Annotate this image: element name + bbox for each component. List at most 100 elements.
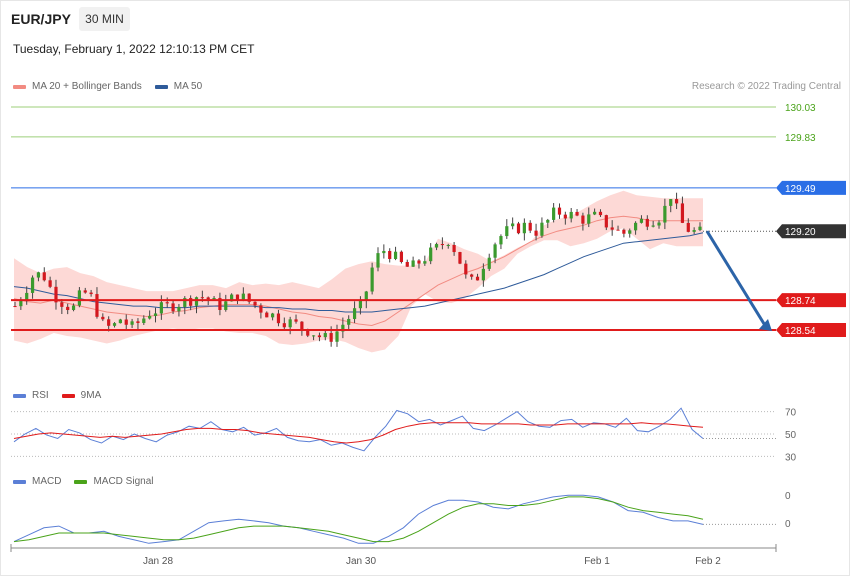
candle-body [165,302,169,304]
symbol-title: EUR/JPY [11,11,71,27]
candle-body [686,222,690,232]
candle-body [581,215,585,224]
candle-body [247,293,251,302]
rsi-pane[interactable]: 70 50 30 [11,407,797,464]
candle-body [628,230,632,234]
candle-body [54,286,58,303]
candle-body [680,203,685,223]
legend-ma20: MA 20 + Bollinger Bands [13,81,142,92]
candle-body [610,227,614,230]
legend-ma50-label: MA 50 [173,81,203,92]
candle-body [36,272,41,278]
candle-body [317,335,322,338]
candle-body [276,313,281,324]
candle-body [212,297,216,300]
macd-pane[interactable]: 00 [13,491,791,544]
candle-body [218,297,222,310]
timeframe-selector[interactable]: 30 MIN [79,7,130,31]
price-tag-shape [776,180,846,195]
candle-body [376,253,380,268]
candle-body [575,211,579,216]
candle-body [481,268,485,281]
candle-body [200,297,204,299]
legend-rsi-label: RSI [32,390,49,401]
price-level-tag-129.20: 129.20 [776,224,846,239]
candle-body [311,335,316,337]
candle-body [83,290,87,293]
candle-body [153,313,158,316]
candle-body [528,222,532,231]
candle-body [95,294,99,317]
candle-body [692,230,696,232]
candle-body [639,218,644,223]
candle-body [522,222,526,234]
candle-body [475,276,480,281]
candle-body [177,306,181,312]
candle-body [101,316,105,320]
candle-body [71,305,76,311]
candle-body [142,318,146,323]
macd-tick-label: 0 [785,491,791,502]
macd-line [13,494,704,544]
candle-body [464,263,468,275]
price-level-tag-129.83: 129.83 [785,133,816,144]
candle-body [60,302,64,307]
candle-body [587,214,591,224]
candle-body [259,305,263,313]
ma20-swatch [13,84,26,89]
candle-body [148,315,152,319]
projection-arrow-head [759,319,772,331]
price-level-tag-129.49: 129.49 [776,180,846,195]
candle-body [25,292,29,301]
candle-body [393,251,398,259]
price-tag-shape [776,224,846,239]
price-tag-shape [776,323,846,337]
candle-body [224,301,228,310]
candle-body [698,226,702,231]
candle-body [511,223,515,227]
rsi-line [13,407,704,452]
candle-body [189,298,193,306]
candle-body [323,333,327,338]
candle-body [388,250,392,259]
x-tick-label: Jan 28 [143,556,173,567]
candle-body [194,297,199,306]
rsi-tick-label: 50 [785,430,797,441]
candle-body [335,331,339,342]
candle-body [616,229,620,231]
candle-body [622,229,626,234]
candle-body [417,260,421,264]
candle-body [429,247,433,262]
candle-body [540,222,544,236]
candle-body [89,292,93,295]
price-pane[interactable]: 130.03 129.83 129.49 129.20 128.74 128.54 [11,103,846,353]
candle-body [563,214,567,219]
price-level-label: 129.20 [785,227,816,238]
candle-body [306,329,310,336]
candle-body [534,230,538,236]
price-level-label: 130.03 [785,103,816,114]
macd-swatch [13,479,26,484]
candle-body [458,252,462,264]
candle-body [347,318,351,325]
legend-macd: MACD [13,476,61,487]
candle-body [399,251,404,262]
ma50-line [13,232,704,313]
candle-body [358,300,363,309]
candle-body [118,319,122,324]
candle-body [434,244,439,248]
price-level-label: 129.83 [785,133,816,144]
candle-body [241,293,245,301]
candle-body [19,300,23,307]
price-level-label: 128.54 [785,326,816,337]
price-level-tag-130.03: 130.03 [785,103,816,114]
candle-body [493,244,497,258]
candle-body [112,323,117,326]
candle-body [48,280,52,287]
bollinger-band [14,190,703,353]
candle-body [13,306,17,308]
candle-body [124,319,128,325]
price-tag-shape [776,293,846,308]
price-level-tag-128.74: 128.74 [776,293,846,308]
